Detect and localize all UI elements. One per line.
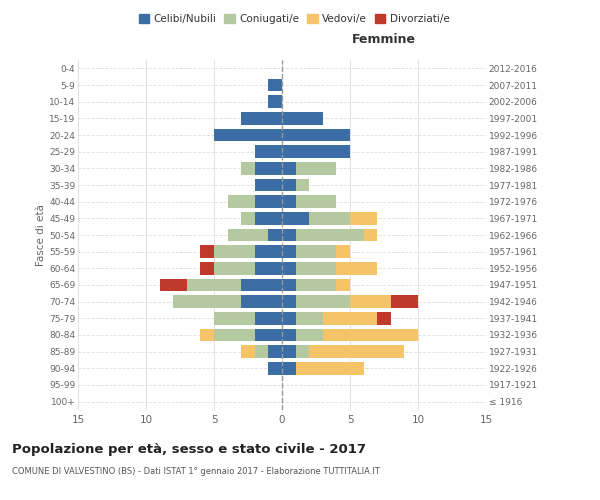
Bar bbox=[391, 296, 418, 308]
Bar bbox=[268, 362, 282, 374]
Bar bbox=[200, 246, 214, 258]
Bar bbox=[282, 362, 296, 374]
Bar bbox=[296, 329, 323, 341]
Bar bbox=[337, 279, 350, 291]
Bar bbox=[255, 179, 282, 192]
Bar bbox=[296, 229, 364, 241]
Bar bbox=[214, 262, 255, 274]
Bar bbox=[282, 279, 296, 291]
Bar bbox=[296, 362, 364, 374]
Bar bbox=[364, 229, 377, 241]
Bar bbox=[296, 162, 337, 174]
Bar bbox=[214, 129, 282, 141]
Text: Femmine: Femmine bbox=[352, 33, 416, 46]
Bar bbox=[309, 346, 404, 358]
Bar bbox=[296, 179, 309, 192]
Bar bbox=[255, 246, 282, 258]
Bar bbox=[296, 279, 337, 291]
Bar bbox=[255, 196, 282, 208]
Bar bbox=[296, 196, 337, 208]
Bar bbox=[282, 196, 296, 208]
Bar bbox=[282, 146, 350, 158]
Bar bbox=[255, 146, 282, 158]
Bar bbox=[282, 212, 309, 224]
Bar bbox=[173, 296, 241, 308]
Bar bbox=[296, 262, 337, 274]
Bar bbox=[337, 246, 350, 258]
Text: COMUNE DI VALVESTINO (BS) - Dati ISTAT 1° gennaio 2017 - Elaborazione TUTTITALIA: COMUNE DI VALVESTINO (BS) - Dati ISTAT 1… bbox=[12, 468, 380, 476]
Bar bbox=[296, 296, 350, 308]
Bar bbox=[255, 162, 282, 174]
Bar bbox=[350, 296, 391, 308]
Bar bbox=[268, 229, 282, 241]
Bar bbox=[309, 212, 350, 224]
Bar bbox=[282, 262, 296, 274]
Bar bbox=[241, 212, 255, 224]
Bar bbox=[255, 346, 268, 358]
Bar bbox=[296, 312, 323, 324]
Bar bbox=[323, 312, 377, 324]
Bar bbox=[227, 196, 255, 208]
Bar bbox=[282, 296, 296, 308]
Bar bbox=[255, 329, 282, 341]
Bar bbox=[214, 312, 255, 324]
Text: Popolazione per età, sesso e stato civile - 2017: Popolazione per età, sesso e stato civil… bbox=[12, 442, 366, 456]
Bar bbox=[160, 279, 187, 291]
Bar bbox=[255, 212, 282, 224]
Bar bbox=[282, 346, 296, 358]
Bar bbox=[241, 296, 282, 308]
Bar bbox=[241, 112, 282, 124]
Bar bbox=[255, 312, 282, 324]
Bar bbox=[268, 79, 282, 92]
Bar bbox=[214, 329, 255, 341]
Bar bbox=[282, 329, 296, 341]
Bar bbox=[296, 346, 309, 358]
Bar bbox=[241, 346, 255, 358]
Bar bbox=[350, 212, 377, 224]
Bar bbox=[214, 246, 255, 258]
Bar bbox=[282, 162, 296, 174]
Bar bbox=[200, 262, 214, 274]
Bar bbox=[377, 312, 391, 324]
Bar bbox=[323, 329, 418, 341]
Bar bbox=[241, 162, 255, 174]
Bar bbox=[227, 229, 268, 241]
Bar bbox=[337, 262, 377, 274]
Bar bbox=[282, 129, 350, 141]
Bar bbox=[296, 246, 337, 258]
Legend: Celibi/Nubili, Coniugati/e, Vedovi/e, Divorziati/e: Celibi/Nubili, Coniugati/e, Vedovi/e, Di… bbox=[134, 10, 454, 29]
Bar bbox=[282, 246, 296, 258]
Bar bbox=[282, 312, 296, 324]
Bar bbox=[187, 279, 241, 291]
Bar bbox=[268, 96, 282, 108]
Bar bbox=[282, 229, 296, 241]
Bar bbox=[282, 112, 323, 124]
Bar bbox=[268, 346, 282, 358]
Bar bbox=[255, 262, 282, 274]
Y-axis label: Fasce di età: Fasce di età bbox=[36, 204, 46, 266]
Bar bbox=[241, 279, 282, 291]
Bar bbox=[200, 329, 214, 341]
Bar bbox=[282, 179, 296, 192]
